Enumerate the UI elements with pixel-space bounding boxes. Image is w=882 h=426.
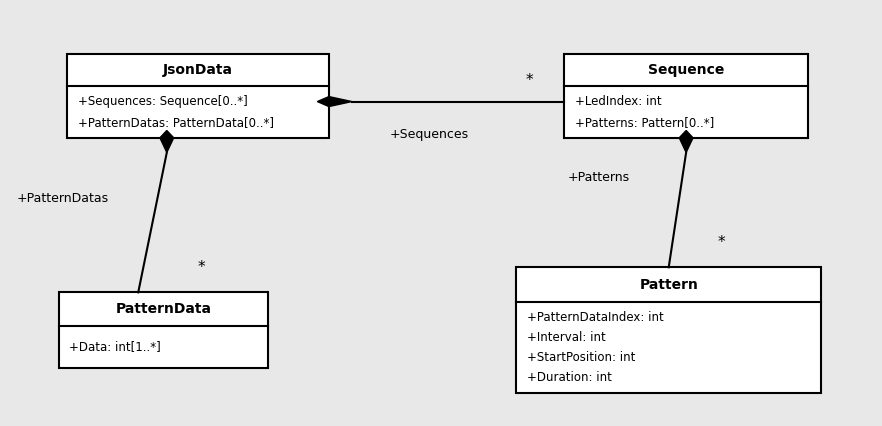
Text: +LedIndex: int: +LedIndex: int [574, 95, 662, 108]
Text: *: * [717, 235, 725, 250]
Bar [564, 54, 808, 138]
Text: Sequence: Sequence [648, 63, 724, 77]
Text: +Patterns: +Patterns [568, 171, 630, 184]
Text: +Patterns: Pattern[0..*]: +Patterns: Pattern[0..*] [574, 116, 714, 129]
Bar [516, 267, 821, 393]
Text: JsonData: JsonData [163, 63, 233, 77]
Text: +PatternDatas: PatternData[0..*]: +PatternDatas: PatternData[0..*] [78, 116, 274, 129]
Text: +Data: int[1..*]: +Data: int[1..*] [69, 340, 161, 353]
Text: PatternData: PatternData [116, 302, 212, 316]
Text: +PatternDataIndex: int: +PatternDataIndex: int [527, 311, 663, 324]
Polygon shape [679, 130, 693, 153]
Text: *: * [526, 73, 533, 88]
Text: Pattern: Pattern [639, 278, 699, 292]
Polygon shape [160, 130, 174, 153]
Polygon shape [318, 97, 352, 106]
Text: +Sequences: +Sequences [390, 129, 468, 141]
Bar [68, 54, 329, 138]
Text: +Sequences: Sequence[0..*]: +Sequences: Sequence[0..*] [78, 95, 248, 108]
Bar [59, 292, 268, 368]
Text: +Duration: int: +Duration: int [527, 371, 611, 384]
Text: +PatternDatas: +PatternDatas [16, 192, 108, 205]
Text: +Interval: int: +Interval: int [527, 331, 605, 344]
Text: +StartPosition: int: +StartPosition: int [527, 351, 635, 364]
Text: *: * [198, 260, 206, 275]
